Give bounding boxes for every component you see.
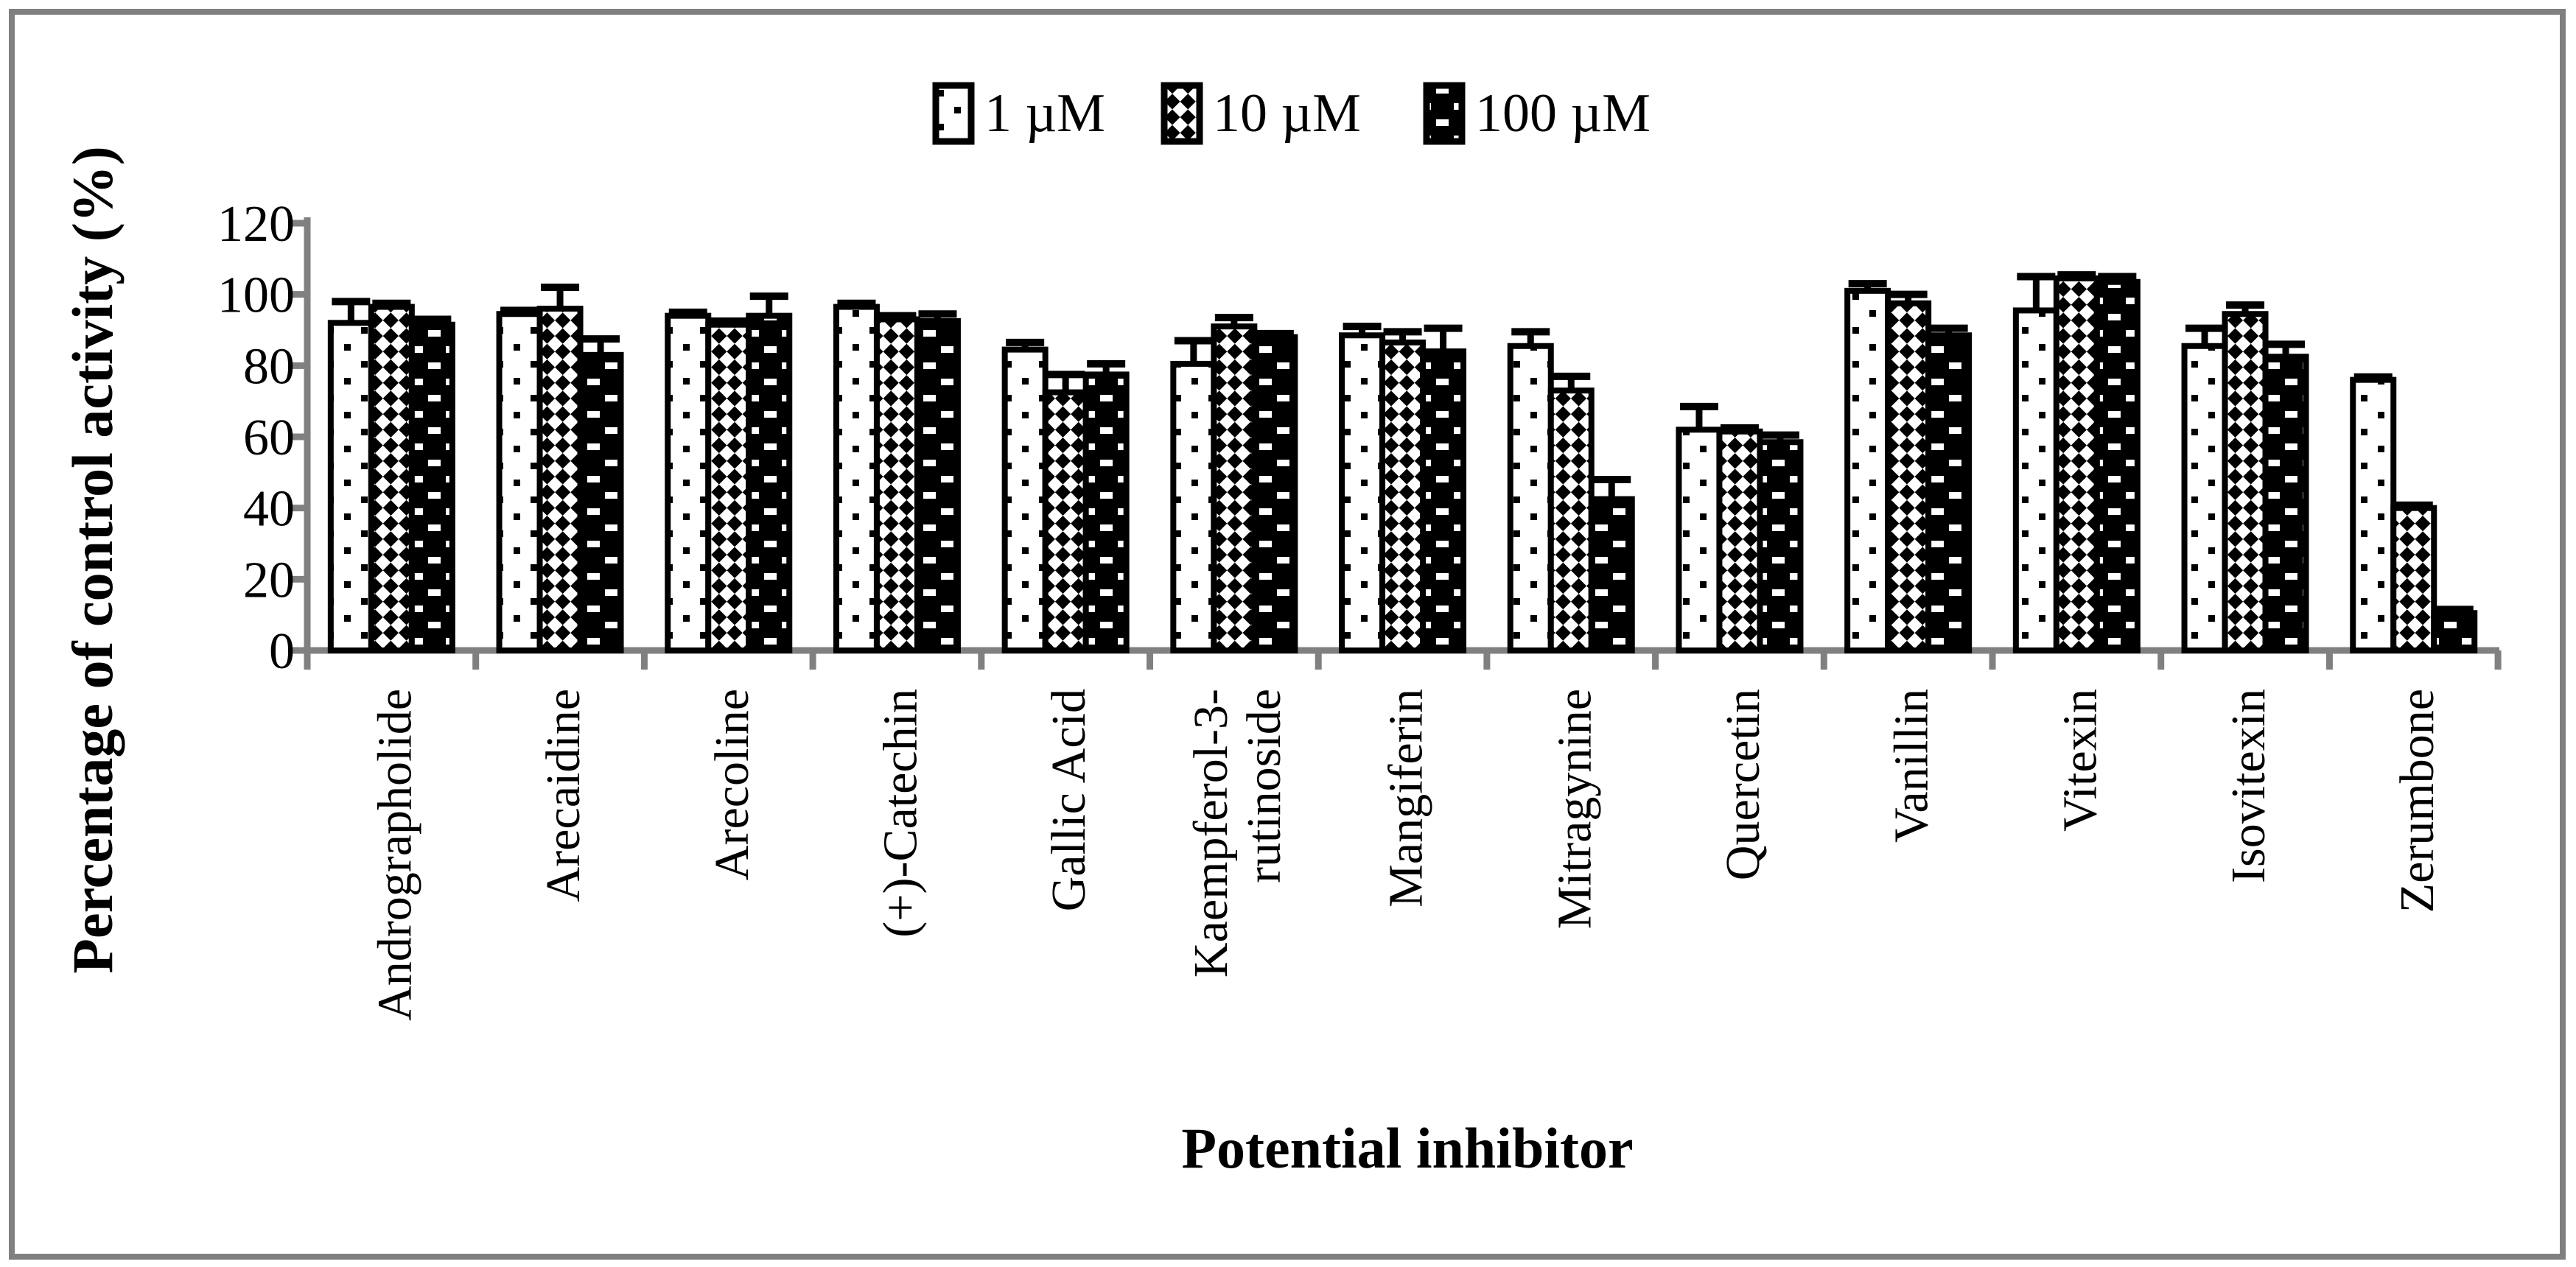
bar: [1716, 428, 1763, 653]
legend-swatch-10um-icon: [1161, 82, 1203, 145]
bar: [1844, 287, 1891, 653]
bar: [1001, 346, 1049, 653]
bar: [2093, 278, 2141, 653]
x-category-label: rutinoside: [1237, 689, 1291, 883]
x-category-label: Isovitexin: [2222, 689, 2275, 883]
x-category-label: Mitragynine: [1547, 689, 1601, 929]
legend-swatch-1um-icon: [932, 82, 975, 145]
bar: [2181, 343, 2228, 653]
legend-item-10um: 10 µM: [1161, 82, 1361, 145]
bar: [2053, 275, 2100, 653]
bar: [1170, 360, 1217, 653]
bar: [2390, 505, 2437, 654]
bar: [1042, 389, 1089, 653]
x-category-label: Arecoline: [705, 689, 759, 880]
y-tick-label: 80: [243, 338, 295, 395]
bar: [914, 317, 961, 653]
x-category-label: Andrographolide: [368, 689, 421, 1021]
bar: [408, 321, 455, 653]
bar: [1588, 496, 1635, 653]
x-category-label: Zerumbone: [2390, 689, 2444, 913]
bar: [2350, 376, 2397, 654]
y-tick-label: 20: [243, 552, 295, 608]
y-axis-title: Percentage of control activity (%): [60, 146, 125, 973]
x-category-label: Kaempferol-3-: [1184, 689, 1238, 978]
y-tick-label: 100: [217, 267, 295, 324]
bar: [705, 321, 752, 653]
legend-swatch-100um-icon: [1423, 82, 1466, 145]
y-tick-label: 0: [269, 623, 295, 680]
chart-frame-border: [9, 9, 2566, 1260]
bar: [368, 303, 415, 653]
bar: [327, 320, 374, 653]
x-category-label: Vitexin: [2053, 689, 2107, 832]
x-category-label: Vanillin: [1885, 689, 1939, 843]
bar: [1885, 300, 1932, 653]
x-category-label: Arecaidine: [536, 689, 590, 902]
bar: [2262, 354, 2309, 653]
bar: [496, 311, 543, 653]
bar: [665, 312, 712, 653]
legend-label-1um: 1 µM: [984, 83, 1105, 144]
bar: [1757, 439, 1804, 653]
bar: [1082, 371, 1130, 653]
y-tick-label: 60: [243, 410, 295, 466]
x-category-labels: Andrographolide Arecaidine Arecoline (+)-Ca…: [368, 689, 2443, 1021]
legend-label-100um: 100 µM: [1475, 83, 1651, 144]
bar: [1507, 343, 1554, 653]
bar: [833, 303, 880, 653]
bar: [2012, 307, 2059, 653]
y-tick-label: 120: [217, 196, 295, 253]
y-tick-labels: 0 20 40 60 80 100 120: [217, 196, 295, 680]
bar: [1420, 348, 1467, 653]
bar: [1379, 339, 1427, 653]
x-category-label: Mangiferin: [1379, 689, 1433, 908]
bar: [536, 306, 584, 653]
y-tick-label: 40: [243, 481, 295, 538]
bar: [2431, 610, 2478, 653]
error-bars-layer: [332, 271, 2474, 614]
legend-item-1um: 1 µM: [932, 82, 1105, 145]
x-category-label: (+)-Catechin: [873, 689, 927, 938]
legend-label-10um: 10 µM: [1213, 83, 1361, 144]
bar: [2222, 311, 2269, 653]
x-axis-ticks: [304, 650, 2502, 670]
bar: [1251, 334, 1298, 653]
bar: [1339, 332, 1386, 653]
bar: [1676, 427, 1723, 653]
bar: [577, 351, 624, 653]
bar: [1547, 387, 1595, 654]
bar: [1925, 332, 1973, 653]
bar: [1211, 323, 1258, 653]
x-category-label: Gallic Acid: [1042, 689, 1096, 911]
bar: [746, 312, 793, 653]
x-axis-title: Potential inhibitor: [1181, 1116, 1633, 1180]
x-category-label: Quercetin: [1716, 689, 1770, 880]
legend-item-100um: 100 µM: [1423, 82, 1651, 145]
legend: 1 µM 10 µM 100 µM: [932, 82, 1651, 145]
bar: [873, 316, 920, 653]
